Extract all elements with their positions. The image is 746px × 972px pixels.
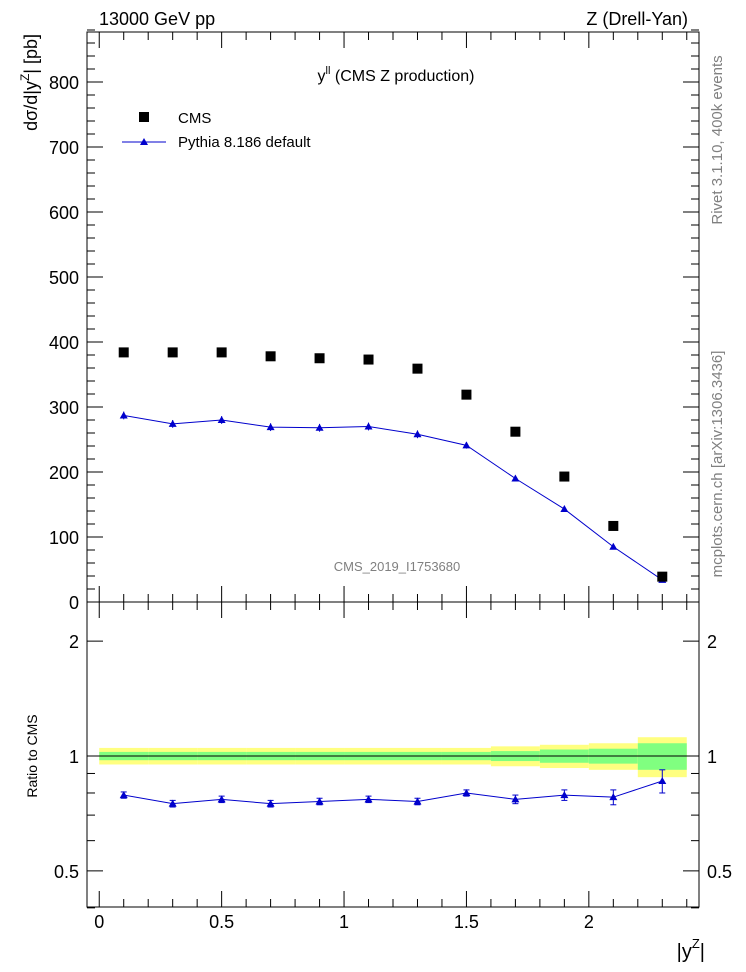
mc-point	[119, 411, 128, 419]
cms-point	[265, 351, 276, 362]
mc-point	[462, 441, 471, 449]
ratio-point	[364, 795, 373, 803]
plot-title: yll (CMS Z production)	[318, 65, 475, 85]
mc-point	[315, 423, 324, 431]
ratio-line	[123, 780, 663, 805]
main-ytick-label: 200	[49, 463, 79, 483]
ratio-ytick-label-right: 2	[707, 632, 717, 652]
ratio-band	[99, 737, 687, 778]
cms-point	[167, 347, 178, 358]
plot-title-main: y	[318, 68, 326, 85]
main-marks	[118, 347, 668, 583]
main-ylabel-sup: Z	[18, 74, 32, 81]
mc-line	[123, 414, 663, 581]
ratio-marks	[119, 769, 667, 808]
legend-cms-marker	[139, 112, 149, 122]
ratio-xtick-label: 1	[339, 912, 349, 932]
cms-point	[657, 571, 668, 582]
xlabel-pre: |y	[677, 941, 692, 963]
header-left: 13000 GeV pp	[99, 9, 215, 29]
mc-point	[609, 542, 618, 550]
main-ytick-label: 0	[69, 593, 79, 613]
legend-mc-label: Pythia 8.186 default	[178, 134, 311, 151]
main-ytick-label: 800	[49, 73, 79, 93]
cms-point	[118, 347, 129, 358]
plot-title-sup: ll	[326, 65, 331, 77]
main-ytick-label: 700	[49, 138, 79, 158]
ratio-point	[609, 793, 618, 801]
main-ytick-label: 400	[49, 333, 79, 353]
ratio-xtick-label: 0.5	[209, 912, 234, 932]
mc-point	[511, 474, 520, 482]
mc-point	[168, 419, 177, 427]
xlabel: |yZ|	[677, 936, 705, 963]
ratio-point	[462, 788, 471, 796]
ratio-ticks: 0.5 0.5 1 1 2 2 0 0.5 1 1.5 2	[54, 602, 732, 932]
ratio-xtick-label: 1.5	[454, 912, 479, 932]
ratio-point	[266, 799, 275, 807]
main-ylabel-pre: dσ/d|y	[21, 81, 41, 131]
main-ylabel-post: | [pb]	[21, 34, 41, 74]
header-right: Z (Drell-Yan)	[586, 9, 688, 29]
ratio-ytick-label-left: 1	[69, 747, 79, 767]
ratio-ytick-label-left: 0.5	[54, 862, 79, 882]
ratio-point	[315, 797, 324, 805]
ratio-point	[511, 795, 520, 803]
mcplots-label: mcplots.cern.ch [arXiv:1306.3436]	[709, 351, 726, 578]
main-ticks: 0 100 200 300 400 500 600 700 800	[49, 29, 699, 613]
cms-point	[314, 353, 325, 364]
ratio-band-inner	[637, 743, 687, 770]
cms-point	[510, 426, 521, 437]
mc-point	[413, 430, 422, 438]
main-ylabel: dσ/d|yZ| [pb]	[18, 34, 41, 131]
ratio-xtick-label: 0	[94, 912, 104, 932]
ratio-ylabel: Ratio to CMS	[24, 714, 40, 797]
ratio-point	[217, 795, 226, 803]
main-ytick-label: 300	[49, 398, 79, 418]
rivet-label: Rivet 3.1.10, 400k events	[709, 55, 726, 224]
ratio-point	[413, 797, 422, 805]
cms-point	[363, 354, 374, 365]
ratio-point	[119, 791, 128, 799]
legend-mc-marker	[140, 138, 148, 145]
ratio-xtick-label: 2	[584, 912, 594, 932]
analysis-id: CMS_2019_I1753680	[334, 559, 461, 574]
ratio-point	[560, 791, 569, 799]
cms-point	[461, 389, 472, 400]
plot-title-rest: (CMS Z production)	[330, 68, 474, 85]
xlabel-sup: Z	[692, 936, 700, 951]
cms-point	[608, 520, 619, 531]
ratio-ytick-label-left: 2	[69, 632, 79, 652]
cms-point	[559, 471, 570, 482]
mc-point	[266, 423, 275, 431]
xlabel-post: |	[700, 941, 705, 963]
mc-point	[364, 422, 373, 430]
mc-point	[560, 505, 569, 513]
cms-point	[412, 363, 423, 374]
legend: CMS Pythia 8.186 default	[122, 110, 311, 151]
legend-cms-label: CMS	[178, 110, 211, 127]
cms-point	[216, 347, 227, 358]
mc-point	[217, 416, 226, 423]
main-ytick-label: 100	[49, 528, 79, 548]
ratio-point	[168, 799, 177, 807]
ratio-ytick-label-right: 1	[707, 747, 717, 767]
main-ytick-label: 500	[49, 268, 79, 288]
ratio-ytick-label-right: 0.5	[707, 862, 732, 882]
ratio-point	[658, 776, 667, 784]
main-ytick-label: 600	[49, 203, 79, 223]
